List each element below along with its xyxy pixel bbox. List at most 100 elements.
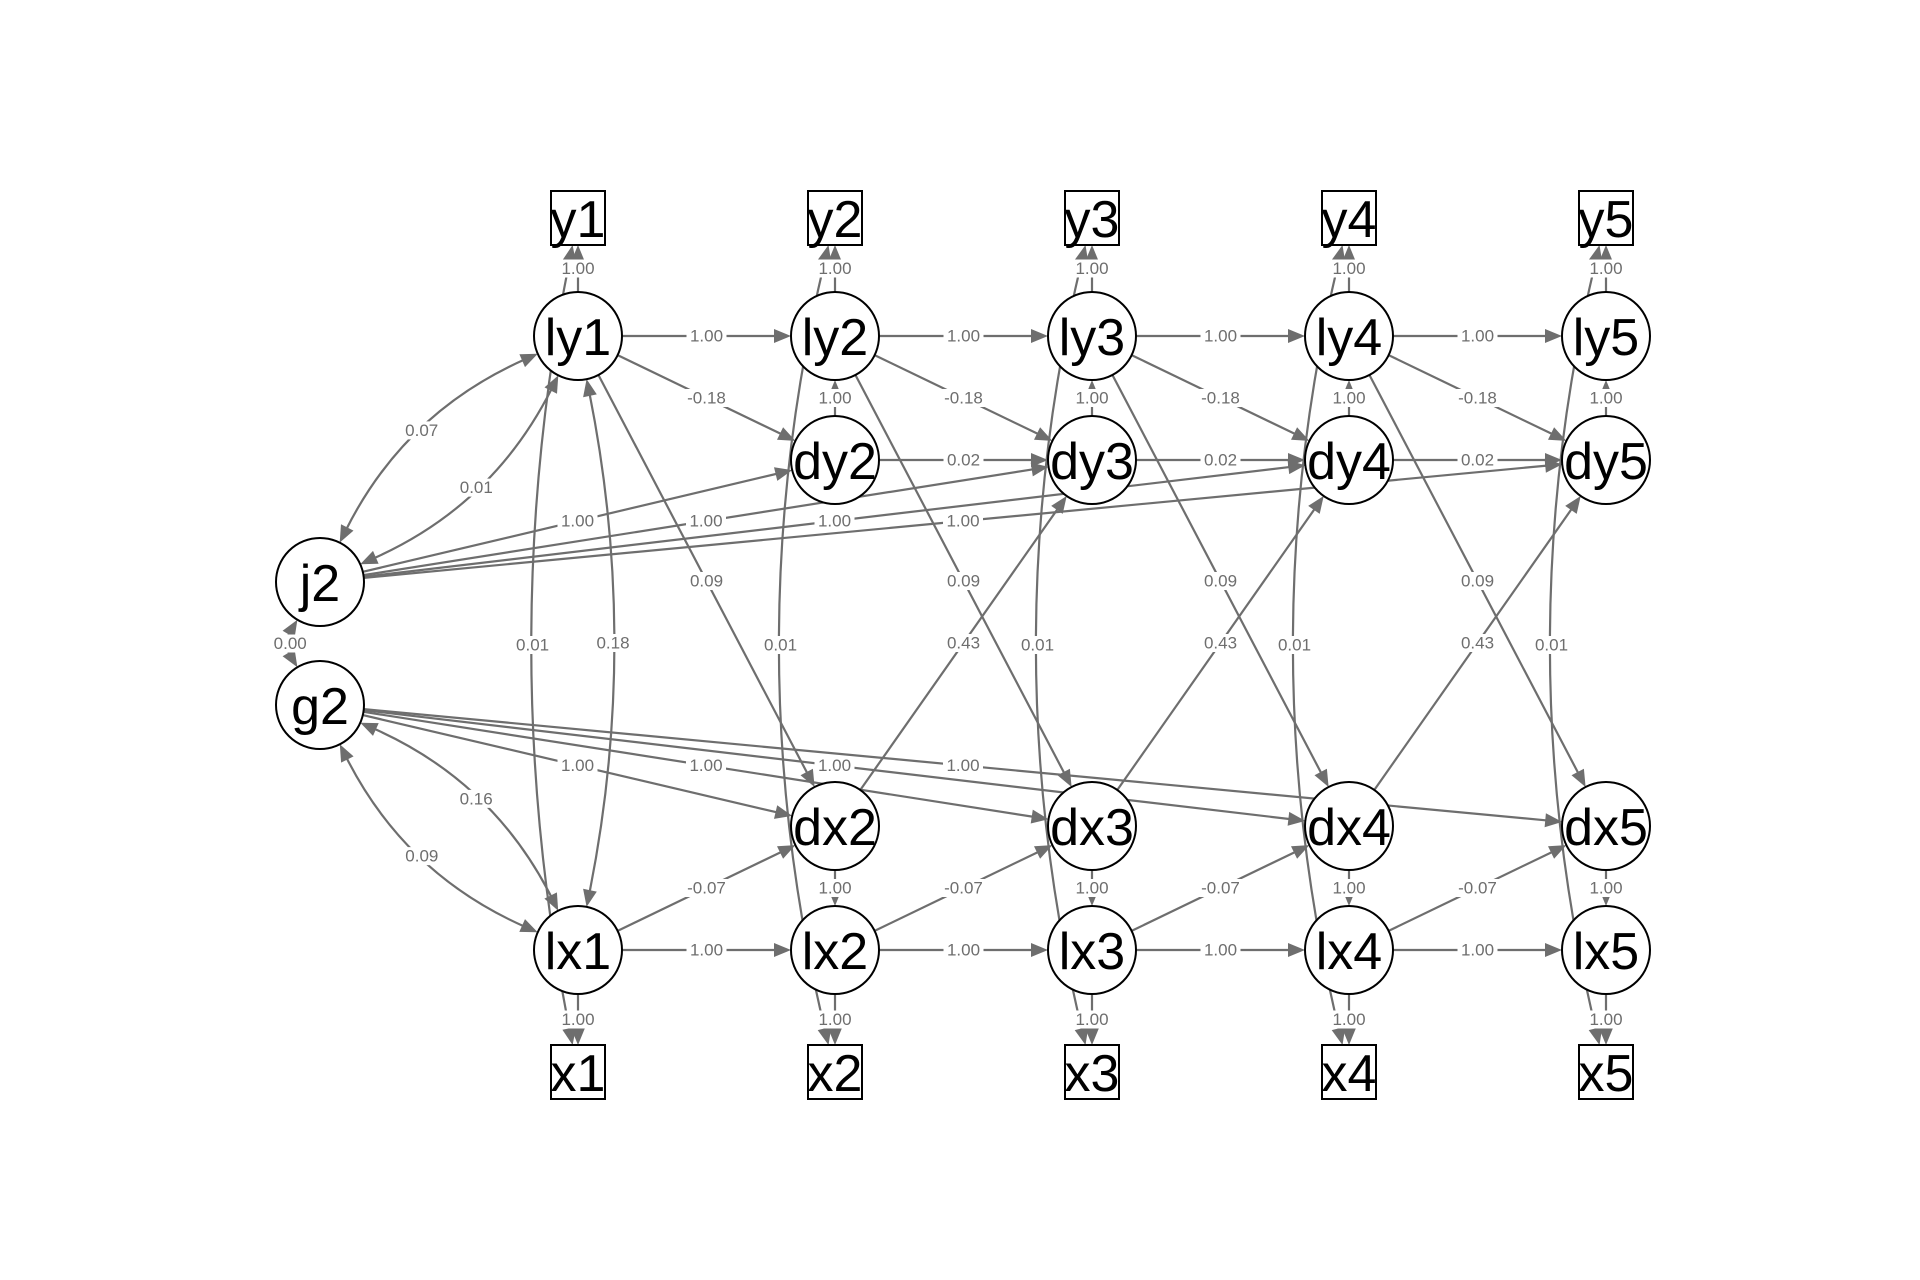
edge-labels-layer: 1.00 1.00 1.00 1.00 1.00 1.00 1.00 1.00 1.00 1.00…	[270, 259, 1626, 1029]
arrowhead-dy2-dy3	[1031, 453, 1048, 467]
svg-text:1.00: 1.00	[1075, 879, 1108, 898]
arrowhead-ly3-y3	[1085, 245, 1099, 262]
svg-text:1.00: 1.00	[690, 327, 723, 346]
svg-text:0.00: 0.00	[274, 634, 307, 653]
svg-text:0.02: 0.02	[947, 451, 980, 470]
latent-node-dx3: dx3	[1047, 781, 1137, 871]
observed-node-label: x1	[551, 1045, 606, 1103]
edge-label-j2-dy3: 1.00	[686, 512, 726, 531]
observed-node-y3: y3	[1064, 190, 1120, 249]
svg-text:1.00: 1.00	[561, 512, 594, 531]
edge-label-lx4-dx5: -0.07	[1453, 879, 1502, 898]
observed-node-label: y3	[1065, 191, 1120, 249]
latent-node-dx2: dx2	[790, 781, 880, 871]
svg-text:1.00: 1.00	[561, 756, 594, 775]
arrowhead-lx5-x5	[1599, 1028, 1613, 1045]
arrowhead-dx3-dy4	[1308, 496, 1324, 514]
latent-node-dy4: dy4	[1304, 415, 1394, 505]
edge-label-dy4-dy5: 0.02	[1457, 451, 1498, 470]
arrowhead-ly2-y2	[828, 245, 842, 262]
latent-node-lx4: lx4	[1304, 905, 1394, 995]
svg-text:1.00: 1.00	[1332, 1010, 1365, 1029]
observed-node-x3: x3	[1064, 1044, 1120, 1103]
svg-text:1.00: 1.00	[689, 512, 722, 531]
edge-label-ly3-y3: 1.00	[1072, 259, 1112, 278]
edge-label-ly1-dx2: 0.09	[686, 572, 727, 591]
svg-text:0.01: 0.01	[1535, 636, 1568, 655]
latent-node-label: lx5	[1573, 923, 1639, 981]
latent-node-lx3: lx3	[1047, 905, 1137, 995]
edge-label-lx4-lx5: 1.00	[1457, 941, 1498, 960]
svg-text:1.00: 1.00	[1589, 879, 1622, 898]
cov-y3-x3-8-head-a	[1074, 245, 1089, 264]
edge-label-dx4-lx4: 1.00	[1329, 879, 1369, 898]
edge-label-lx5-x5: 1.00	[1586, 1010, 1626, 1029]
cov-y1-x1-5-head-b	[562, 1027, 577, 1045]
arrowhead-lx3-lx4	[1288, 943, 1305, 957]
latent-node-ly1: ly1	[533, 291, 623, 381]
svg-text:0.43: 0.43	[1461, 634, 1494, 653]
arrowhead-j2-dy5	[1544, 458, 1563, 473]
svg-text:1.00: 1.00	[818, 389, 851, 408]
svg-text:0.09: 0.09	[405, 847, 438, 866]
edge-label-j2-dy5: 1.00	[943, 512, 983, 531]
edge-label-dy3-dy4: 0.02	[1200, 451, 1241, 470]
latent-node-dy5: dy5	[1561, 415, 1651, 505]
svg-text:1.00: 1.00	[818, 512, 851, 531]
cov-j2-ly1-0-head-b	[519, 353, 538, 368]
edge-label-dy4-ly4: 1.00	[1329, 389, 1369, 408]
observed-node-y1: y1	[550, 190, 606, 249]
svg-text:0.43: 0.43	[1204, 634, 1237, 653]
edge-label-lx2-dx3: -0.07	[939, 879, 988, 898]
observed-node-label: x5	[1579, 1045, 1634, 1103]
cov-j2-ly1-0-head-a	[339, 524, 354, 543]
svg-text:1.00: 1.00	[1075, 259, 1108, 278]
latent-node-g2: g2	[275, 660, 365, 750]
svg-text:1.00: 1.00	[1589, 259, 1622, 278]
observed-node-y5: y5	[1578, 190, 1634, 249]
arrowhead-ly3-dx4	[1314, 768, 1329, 787]
svg-text:1.00: 1.00	[818, 259, 851, 278]
edge-label-ly4-dx5: 0.09	[1457, 572, 1498, 591]
latent-node-label: dx3	[1050, 799, 1134, 857]
arrowhead-dx4-dy5	[1565, 496, 1581, 514]
observed-node-label: x3	[1065, 1045, 1120, 1103]
cov-g2-lx1-2-label: 0.09	[401, 847, 442, 866]
edge-label-ly4-y4: 1.00	[1329, 259, 1369, 278]
observed-node-y4: y4	[1321, 190, 1377, 249]
latent-node-lx2: lx2	[790, 905, 880, 995]
observed-node-y2: y2	[807, 190, 863, 249]
cov-y2-x2-7-head-a	[817, 245, 832, 264]
arrowhead-g2-dx4	[1287, 811, 1306, 826]
arrowhead-lx4-x4	[1342, 1028, 1356, 1045]
svg-text:-0.18: -0.18	[687, 389, 726, 408]
arrowhead-ly5-y5	[1599, 245, 1613, 262]
arrowhead-g2-dx5	[1544, 813, 1563, 828]
svg-text:0.43: 0.43	[947, 634, 980, 653]
edge-label-g2-dx5: 1.00	[943, 756, 983, 775]
arrowhead-j2-dy4	[1287, 460, 1306, 475]
observed-node-label: y5	[1579, 191, 1634, 249]
arrowhead-ly4-y4	[1342, 245, 1356, 262]
edge-label-dy2-ly2: 1.00	[815, 389, 855, 408]
edge-label-ly3-ly4: 1.00	[1200, 327, 1241, 346]
latent-node-label: dx4	[1307, 799, 1391, 857]
svg-text:1.00: 1.00	[1332, 389, 1365, 408]
latent-node-label: lx4	[1316, 923, 1382, 981]
svg-text:-0.18: -0.18	[1201, 389, 1240, 408]
cov-ly1-lx1-6-head-a	[583, 379, 597, 398]
arrowhead-lx4-lx5	[1545, 943, 1562, 957]
observed-node-label: x4	[1322, 1045, 1377, 1103]
svg-text:1.00: 1.00	[1332, 879, 1365, 898]
edge-label-lx2-x2: 1.00	[815, 1010, 855, 1029]
arrowhead-ly4-dy5	[1548, 427, 1567, 441]
svg-text:1.00: 1.00	[946, 756, 979, 775]
cov-g2-lx1-2	[345, 756, 526, 928]
svg-text:1.00: 1.00	[1461, 327, 1494, 346]
arrowhead-lx2-lx3	[1031, 943, 1048, 957]
svg-text:1.00: 1.00	[818, 879, 851, 898]
cov-j2-ly1-0-label: 0.07	[401, 421, 442, 440]
cov-g2-lx1-3-head-a	[360, 722, 379, 736]
cov-g2-lx1-3-label: 0.16	[456, 789, 497, 808]
